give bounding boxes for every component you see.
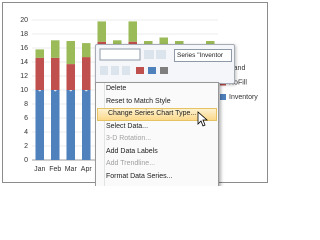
y-tick-label: 4	[24, 129, 28, 136]
x-tick-label: Apr	[81, 166, 93, 173]
font-box[interactable]	[99, 48, 141, 61]
menu-gutter	[96, 83, 105, 186]
bar-segment	[66, 90, 76, 160]
y-tick-label: 2	[24, 143, 28, 150]
x-tick-label: Mar	[65, 166, 78, 173]
bold-button[interactable]	[100, 66, 108, 75]
y-tick-label: 10	[20, 87, 28, 94]
fill-button[interactable]	[136, 67, 144, 74]
y-tick-label: 12	[20, 73, 28, 80]
y-tick-label: 6	[24, 115, 28, 122]
bar-segment	[128, 21, 138, 42]
bar-segment	[66, 64, 76, 90]
y-tick-label: 18	[20, 31, 28, 38]
bar-segment	[66, 41, 76, 65]
align-button[interactable]	[122, 66, 130, 75]
y-tick-label: 16	[20, 45, 28, 52]
bar-segment	[35, 57, 45, 90]
italic-button[interactable]	[111, 66, 119, 75]
mini-toolbar: Series "Inventor	[95, 44, 235, 84]
menu-item: 3-D Rotation...	[106, 135, 152, 142]
menu-item[interactable]: Reset to Match Style	[106, 97, 171, 105]
menu-item[interactable]: Select Data...	[106, 122, 149, 130]
y-tick-label: 14	[20, 59, 28, 66]
y-tick-label: 0	[24, 157, 28, 164]
menu-item[interactable]: Add Data Labels	[106, 147, 158, 155]
menu-item[interactable]: Format Data Series...	[106, 172, 173, 180]
series-selector[interactable]: Series "Inventor	[174, 49, 232, 62]
x-tick-label: Jan	[34, 166, 45, 173]
bar-segment	[50, 90, 60, 160]
legend-swatch	[220, 94, 226, 100]
menu-item: Add Trendline...	[106, 160, 156, 167]
x-tick-label: Feb	[49, 166, 61, 173]
bar-segment	[97, 21, 107, 42]
screen: 02468101214161820JanFebMarAprMayJunJulAu…	[2, 2, 268, 186]
toolbar-icons	[99, 48, 168, 75]
legend-label: Band	[229, 65, 245, 72]
bar-segment	[81, 57, 91, 90]
legend-label: Inventory	[229, 94, 258, 101]
menu-item[interactable]: Delete	[106, 85, 127, 92]
bar-segment	[50, 57, 60, 90]
bar-segment	[50, 40, 60, 58]
grow-font[interactable]	[144, 50, 154, 59]
y-tick-label: 8	[24, 101, 28, 108]
outline-button[interactable]	[148, 67, 156, 74]
menu-item[interactable]: Change Series Chart Type...	[97, 108, 217, 121]
bar-segment	[35, 90, 45, 160]
shrink-font[interactable]	[156, 50, 166, 59]
legend-label: NoFill	[229, 79, 247, 86]
format-button[interactable]	[160, 67, 168, 74]
y-tick-label: 20	[20, 17, 28, 24]
bar-segment	[35, 49, 45, 58]
bar-segment	[81, 90, 91, 160]
context-menu: Delete Reset to Match Style Change Series …	[95, 82, 219, 186]
bar-segment	[81, 43, 91, 58]
